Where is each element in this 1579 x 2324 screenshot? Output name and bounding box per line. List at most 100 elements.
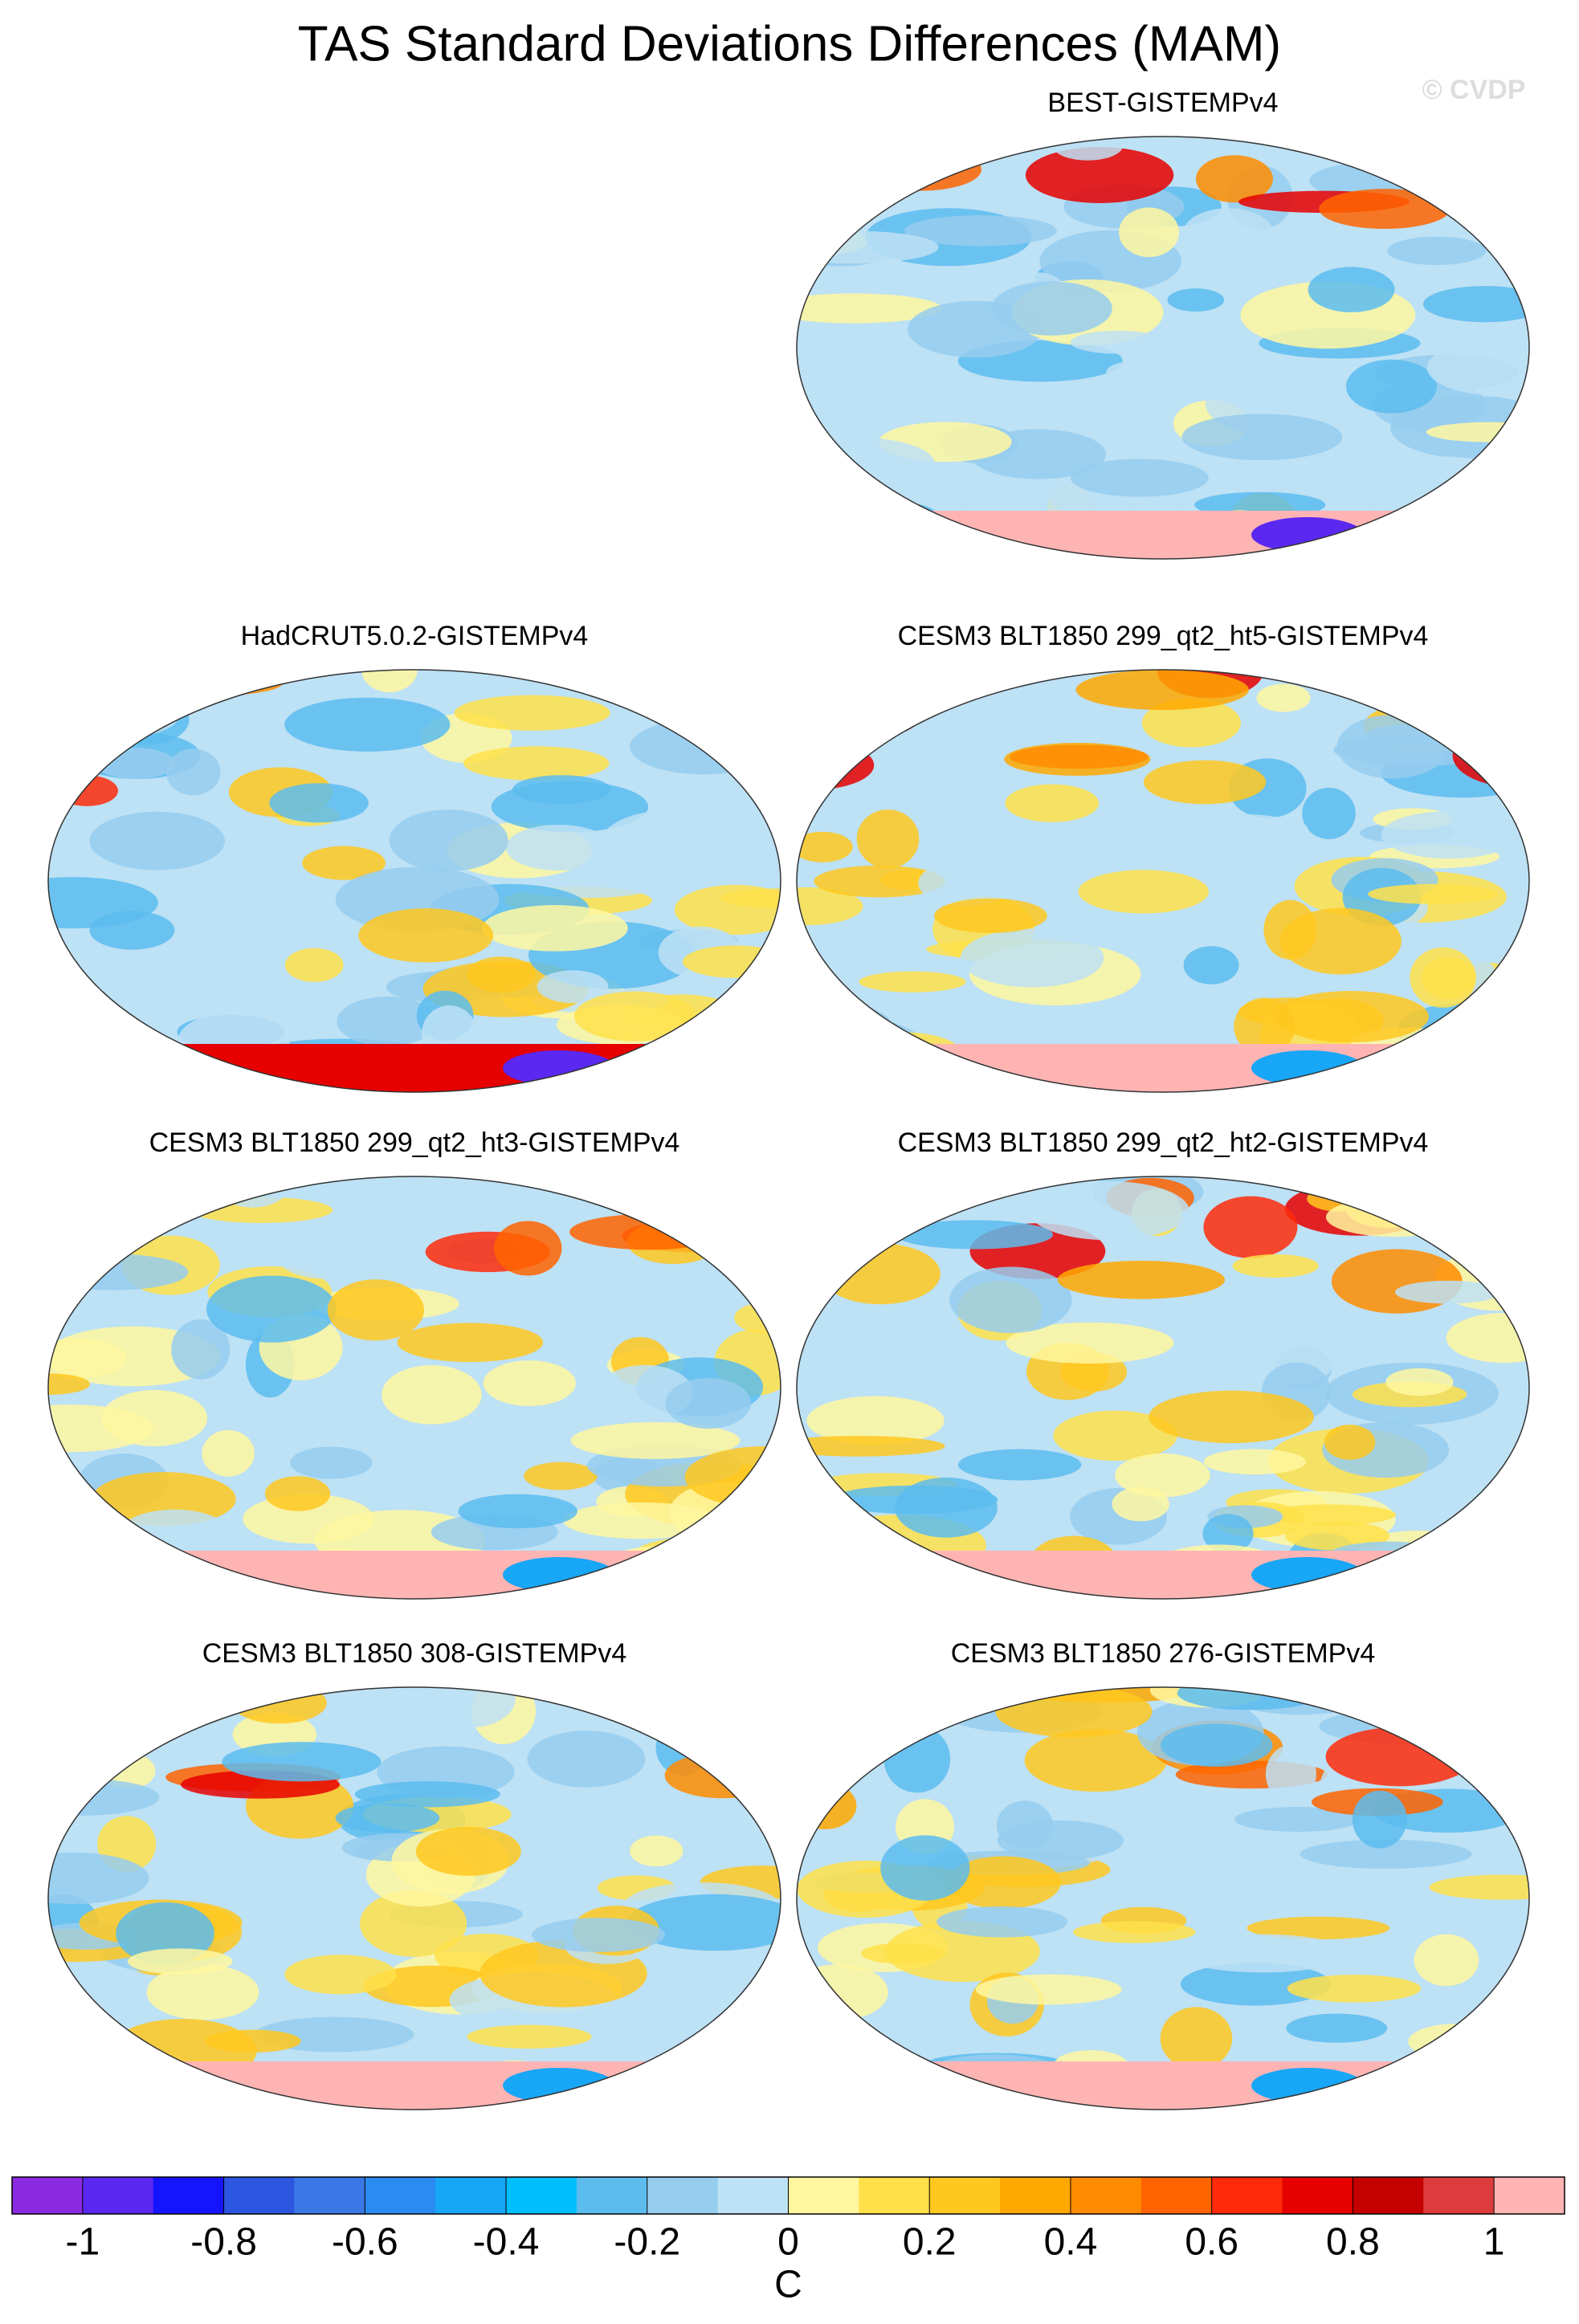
- colorbar-box: [1070, 2177, 1142, 2214]
- map-field: [934, 898, 1047, 933]
- map-field: [834, 1687, 944, 1731]
- colorbar-tick-label: 0.6: [1185, 2221, 1238, 2264]
- map-field: [1426, 340, 1529, 396]
- map-field: [1053, 1410, 1177, 1461]
- map-field: [797, 740, 875, 790]
- map-field: [327, 1279, 425, 1341]
- colorbar-box: [717, 2177, 789, 2214]
- colorbar-box: [1282, 2177, 1353, 2214]
- map-field: [797, 1547, 946, 1599]
- map-field: [214, 1176, 292, 1208]
- map-field: [279, 1242, 377, 1279]
- antarctic-anomaly: [1251, 1557, 1364, 1592]
- map-field: [622, 1537, 748, 1596]
- map-field: [48, 691, 180, 740]
- map-field: [48, 1852, 149, 1905]
- map-field: [284, 1955, 397, 1995]
- map-field: [908, 137, 976, 167]
- map-field: [904, 215, 1057, 247]
- colorbar-tick-label: 0.4: [1044, 2221, 1098, 2264]
- colorbar-box: [1423, 2177, 1495, 2214]
- map-field: [1176, 1934, 1349, 1973]
- map-field: [1078, 870, 1210, 914]
- map-outline: [796, 136, 1530, 560]
- map-field: [446, 1271, 521, 1331]
- map-field: [646, 1551, 712, 1574]
- map-field: [862, 148, 982, 191]
- colorbar-box: [1211, 2177, 1283, 2214]
- colorbar-box: [1353, 2177, 1424, 2214]
- antarctic-anomaly: [1251, 517, 1364, 552]
- map-field: [105, 693, 190, 745]
- map-field: [1336, 715, 1449, 779]
- map-field: [797, 1964, 888, 2020]
- map-field: [797, 293, 942, 324]
- map-field: [1325, 1197, 1462, 1237]
- map-field: [202, 1429, 255, 1477]
- map-field: [1488, 735, 1529, 777]
- map-field: [222, 1742, 381, 1782]
- colorbar-box: [1494, 2177, 1565, 2214]
- colorbar-box: [365, 2177, 436, 2214]
- map-field: [1180, 1963, 1331, 2006]
- map-field: [659, 679, 781, 722]
- map-field: [883, 810, 1028, 835]
- map-field: [1234, 997, 1295, 1056]
- colorbar-tick-label: -0.2: [614, 2221, 680, 2264]
- antarctic-band: [48, 1044, 781, 1092]
- map-field: [55, 775, 118, 806]
- map-field: [797, 1435, 945, 1457]
- map-field: [483, 1360, 576, 1406]
- map-field: [880, 1835, 970, 1901]
- map: [797, 670, 1529, 1092]
- map-field: [844, 1032, 961, 1074]
- map-field: [1370, 480, 1517, 520]
- map-field: [895, 1477, 998, 1538]
- map-field: [797, 184, 854, 204]
- map-field: [802, 1005, 892, 1046]
- watermark: © CVDP: [1422, 75, 1526, 105]
- map-field: [1308, 267, 1395, 312]
- map: [797, 1687, 1529, 2110]
- colorbar-box: [1140, 2177, 1213, 2214]
- map-field: [797, 697, 924, 727]
- colorbar-tick-label: 0.8: [1326, 2221, 1380, 2264]
- antarctic-band: [797, 1044, 1529, 1092]
- colorbar-box: [576, 2177, 648, 2214]
- map-field: [1447, 1543, 1529, 1589]
- map-field: [817, 1176, 936, 1214]
- map-field: [703, 1707, 781, 1757]
- map-field: [149, 1059, 219, 1092]
- map-field: [1279, 907, 1402, 975]
- map-field: [665, 1377, 752, 1429]
- map-field: [570, 1421, 741, 1459]
- map-field: [861, 1943, 945, 1964]
- map-field: [1313, 1072, 1464, 1092]
- map-field: [682, 945, 781, 978]
- antarctic-band: [797, 1551, 1529, 1599]
- map-field: [797, 711, 835, 737]
- map-field: [1119, 207, 1180, 258]
- map-field: [1381, 811, 1519, 859]
- map-field: [48, 1254, 189, 1290]
- map-field: [991, 281, 1112, 336]
- map-field: [512, 775, 611, 805]
- map-field: [141, 1176, 279, 1201]
- map-field: [1272, 990, 1430, 1043]
- map-field: [1352, 1790, 1407, 1849]
- map-field: [1319, 189, 1450, 229]
- map-field: [127, 1948, 233, 1975]
- map-outline: [796, 1686, 1530, 2110]
- colorbar-tick-label: 0.2: [903, 2221, 957, 2264]
- map-field: [505, 824, 612, 871]
- map-field: [48, 730, 80, 795]
- map-field: [360, 1890, 467, 1957]
- map-field: [1286, 2013, 1388, 2043]
- antarctic-band: [797, 2061, 1529, 2110]
- map: [797, 137, 1529, 559]
- map-field: [753, 1743, 781, 1801]
- map-field: [284, 948, 344, 982]
- map-field: [354, 1781, 500, 1808]
- map-field: [48, 1005, 123, 1041]
- map-field: [1446, 1313, 1529, 1364]
